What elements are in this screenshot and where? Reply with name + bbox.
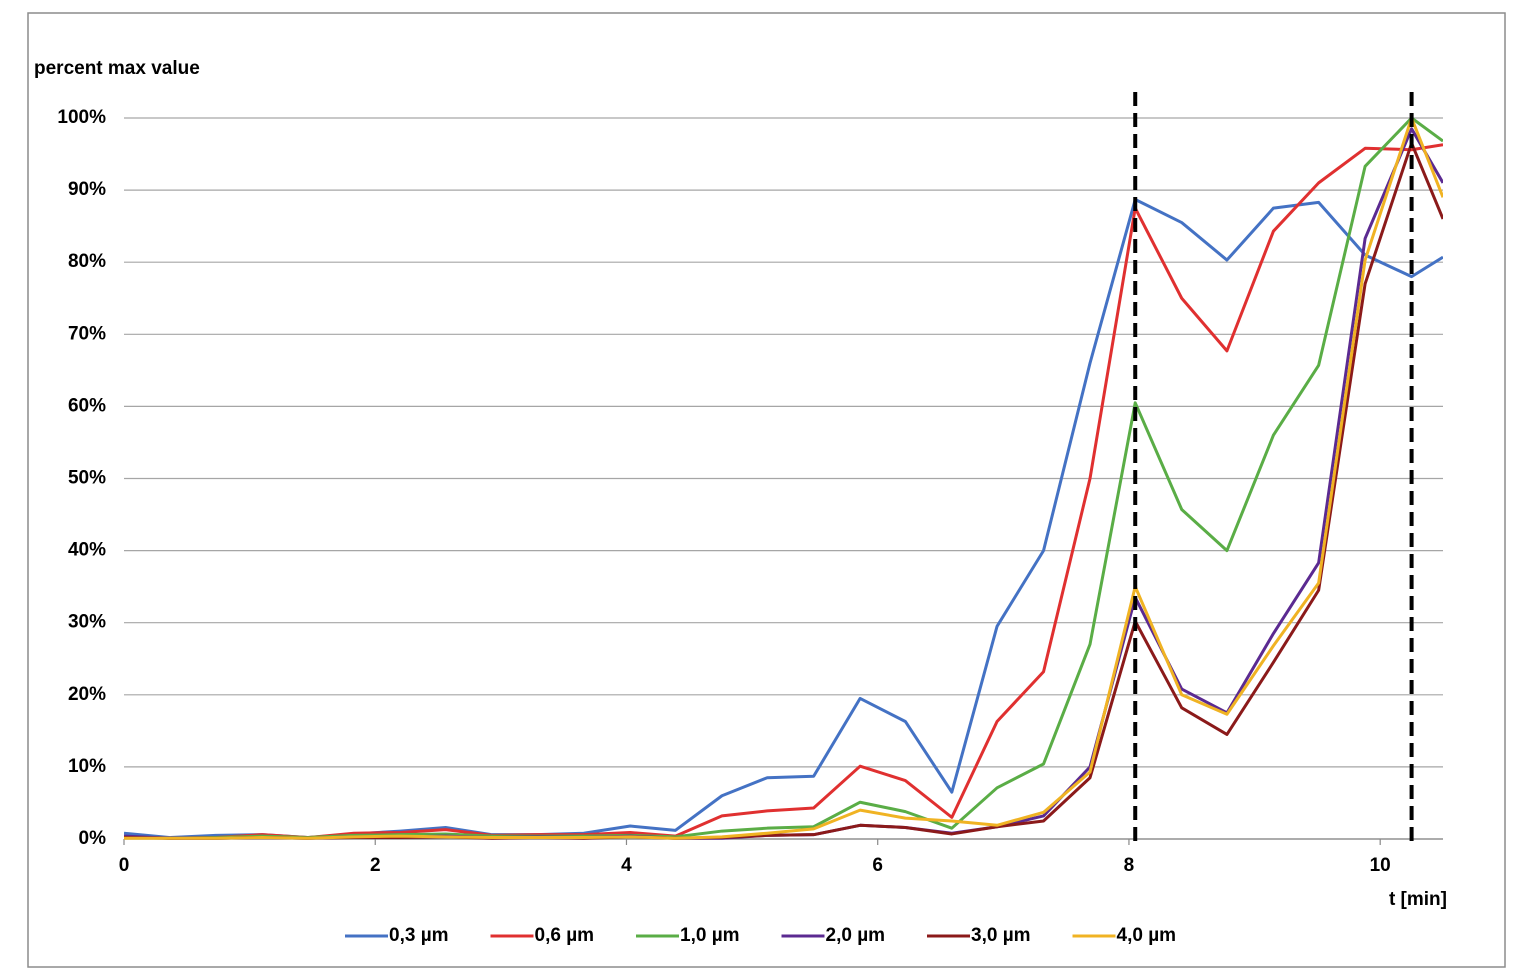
x-tick-label: 6 xyxy=(872,855,883,876)
x-tick-label: 8 xyxy=(1124,855,1135,876)
y-tick-label: 40% xyxy=(68,540,106,561)
y-tick-label: 20% xyxy=(68,684,106,705)
x-tick-label: 10 xyxy=(1370,855,1391,876)
y-tick-label: 30% xyxy=(68,612,106,633)
legend-label: 1,0 µm xyxy=(680,925,740,946)
y-tick-label: 60% xyxy=(68,395,106,416)
x-axis-title: t [min] xyxy=(1389,889,1447,910)
legend-label: 4,0 µm xyxy=(1117,925,1177,946)
frame xyxy=(27,12,1506,968)
legend-label: 0,6 µm xyxy=(535,925,595,946)
series-line xyxy=(124,141,1443,840)
x-tick-label: 0 xyxy=(119,855,130,876)
series-line xyxy=(124,143,1443,840)
y-tick-label: 0% xyxy=(79,828,107,849)
series-line xyxy=(124,116,1443,840)
x-tick-label: 2 xyxy=(370,855,381,876)
series-line xyxy=(124,197,1443,840)
plot-area xyxy=(124,116,1443,840)
y-tick-label: 10% xyxy=(68,756,106,777)
legend-label: 0,3 µm xyxy=(389,925,449,946)
legend-label: 2,0 µm xyxy=(826,925,886,946)
y-tick-label: 100% xyxy=(57,107,106,128)
series-line xyxy=(124,127,1443,840)
y-axis-title: percent max value xyxy=(34,58,200,79)
y-tick-label: 50% xyxy=(68,468,106,489)
legend-label: 3,0 µm xyxy=(971,925,1031,946)
y-tick-label: 80% xyxy=(68,251,106,272)
y-tick-label: 90% xyxy=(68,179,106,200)
y-tick-label: 70% xyxy=(68,323,106,344)
x-tick-label: 4 xyxy=(621,855,632,876)
